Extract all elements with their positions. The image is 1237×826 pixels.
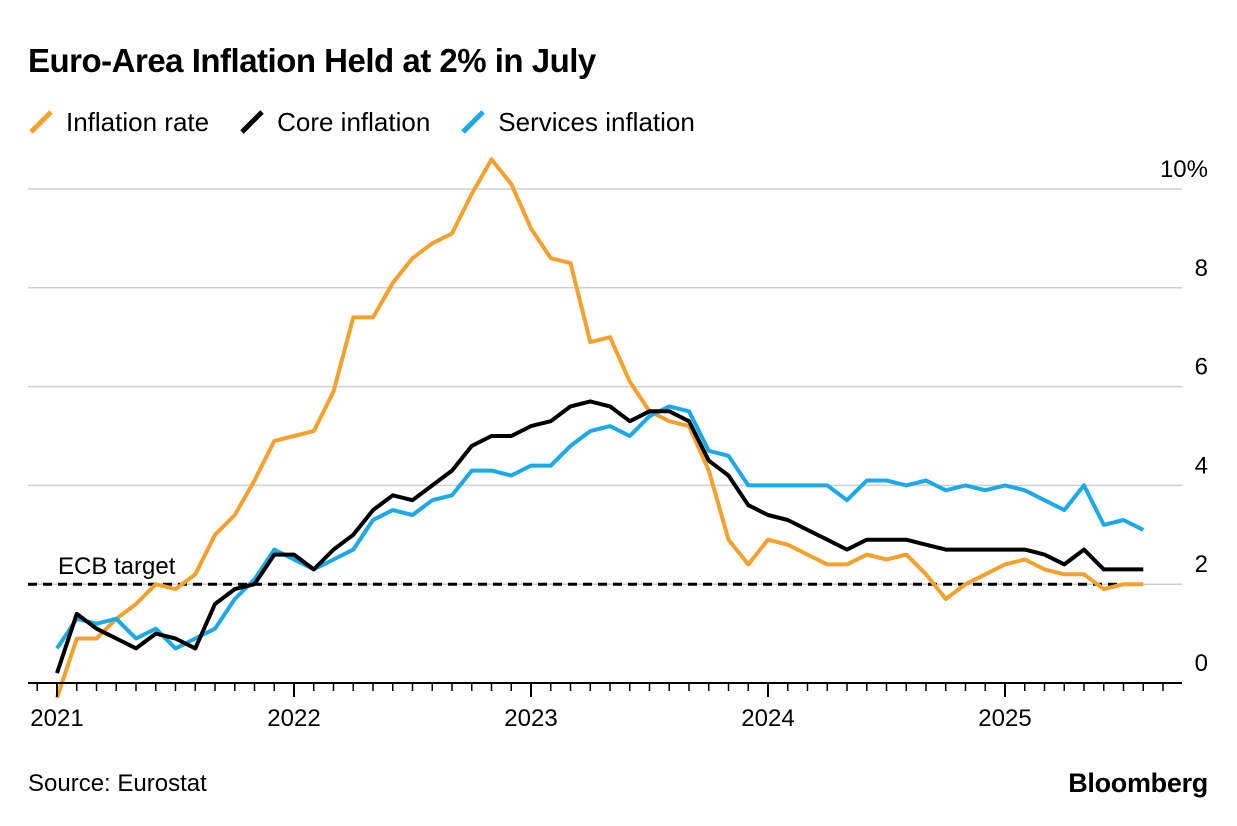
legend-item-services-inflation: Services inflation: [460, 107, 695, 138]
x-tick-label: 2025: [978, 705, 1031, 732]
y-axis-tick-labels: 10% 8 6 4 2 0: [1160, 156, 1208, 677]
y-tick-label: 6: [1195, 354, 1208, 381]
y-tick-label: 0: [1195, 650, 1208, 677]
legend-label-core-inflation: Core inflation: [277, 106, 431, 137]
legend-item-inflation-rate: Inflation rate: [28, 107, 209, 138]
legend-swatch-core-inflation: [240, 110, 264, 134]
y-tick-label: 10%: [1160, 156, 1208, 183]
chart-title: Euro-Area Inflation Held at 2% in July: [28, 42, 596, 79]
legend-swatch-inflation-rate: [29, 110, 53, 134]
y-tick-label: 2: [1195, 551, 1208, 578]
legend: Inflation rate Core inflation Services i…: [28, 104, 725, 140]
bloomberg-logo: Bloomberg: [1068, 768, 1208, 798]
legend-label-inflation-rate: Inflation rate: [66, 106, 210, 137]
legend-swatch-services-inflation: [461, 110, 486, 134]
legend-label-services-inflation: Services inflation: [498, 106, 695, 137]
y-tick-label: 8: [1195, 255, 1208, 282]
source-note: Source: Eurostat: [28, 770, 207, 797]
x-tick-label: 2023: [504, 705, 557, 732]
x-tick-label: 2021: [30, 705, 83, 732]
x-tick-label: 2022: [267, 705, 320, 732]
ecb-target: ECB target: [28, 553, 1142, 586]
x-axis: 2021 2022 2023 2024 2025: [28, 682, 1182, 732]
y-tick-label: 4: [1195, 452, 1208, 479]
inflation-rate-line: [55, 157, 1144, 699]
x-tick-label: 2024: [741, 705, 794, 732]
gridlines: [28, 188, 1182, 585]
services-inflation-line: [55, 404, 1145, 651]
ecb-target-label: ECB target: [58, 553, 176, 580]
series-lines: [55, 157, 1145, 699]
core-inflation-line: [55, 399, 1144, 674]
legend-item-core-inflation: Core inflation: [239, 107, 430, 138]
